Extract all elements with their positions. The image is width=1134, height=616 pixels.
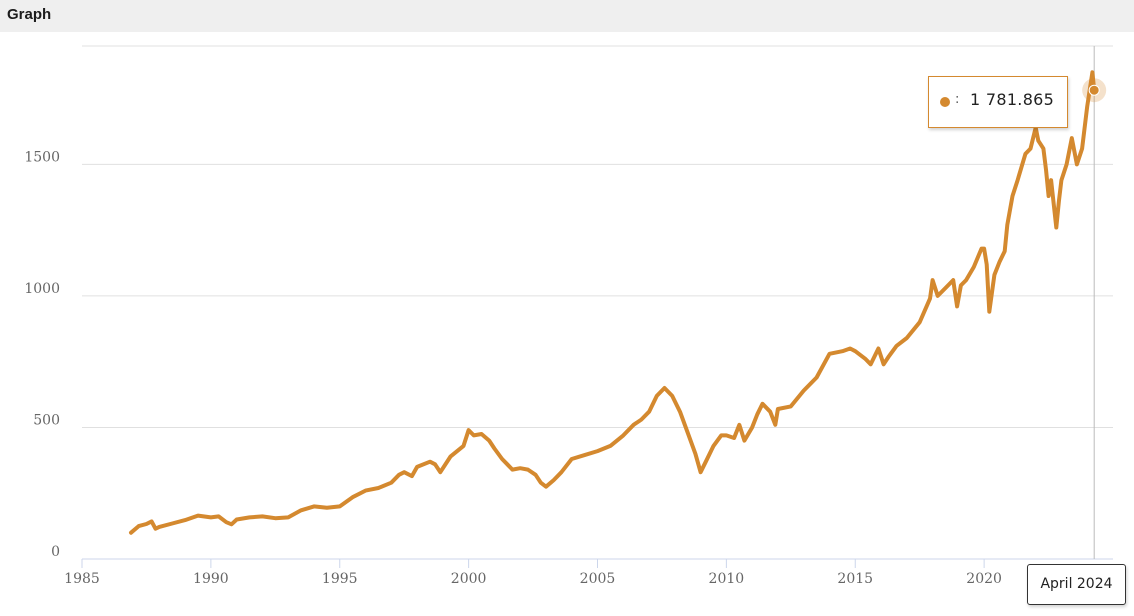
panel-header: Graph — [0, 0, 1134, 32]
x-tick-label: 2005 — [580, 571, 616, 587]
crosshair-x-label: April 2024 — [1027, 564, 1126, 605]
y-axis-tick-labels: 0 500 1000 1500 — [24, 149, 60, 560]
x-tick-label: 2020 — [966, 571, 1002, 587]
tooltip: : 1 781.865 — [928, 76, 1068, 128]
x-tick-label: 2000 — [451, 571, 487, 587]
series-line[interactable] — [129, 70, 1097, 535]
y-tick-label: 1500 — [24, 149, 60, 165]
y-tick-label: 0 — [51, 544, 60, 560]
y-tick-label: 500 — [33, 412, 60, 428]
x-tick-label: 2010 — [709, 571, 745, 587]
x-tick-label: 1990 — [193, 571, 229, 587]
series-marker-icon — [940, 97, 950, 107]
x-axis-ticks: 1985 1990 1995 2000 2005 2010 2015 2020 — [64, 559, 1002, 587]
y-tick-label: 1000 — [24, 281, 60, 297]
x-tick-label: 1985 — [64, 571, 100, 587]
panel-title: Graph — [7, 6, 52, 23]
hover-point[interactable] — [1088, 84, 1100, 96]
line-chart[interactable]: 0 500 1000 1500 1985 1990 1995 2000 2005 2010 201… — [0, 32, 1134, 616]
gridlines — [82, 45, 1113, 428]
crosshair-x-label-text: April 2024 — [1040, 576, 1113, 592]
tooltip-separator: : — [955, 92, 960, 107]
x-tick-label: 1995 — [322, 571, 358, 587]
x-tick-label: 2015 — [837, 571, 873, 587]
tooltip-value: 1 781.865 — [970, 90, 1055, 109]
